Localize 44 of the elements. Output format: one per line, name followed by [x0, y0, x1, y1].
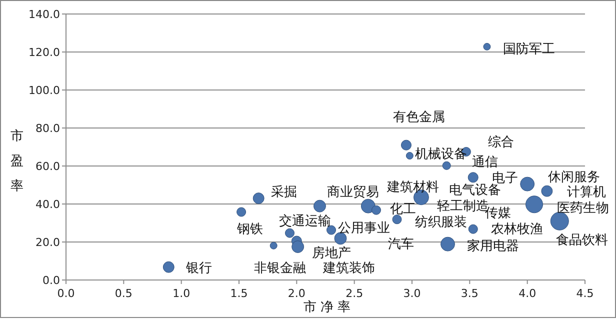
- annotation: 综合: [488, 135, 514, 150]
- annotation: 休闲服务: [548, 170, 600, 185]
- annotation: 汽车: [388, 237, 414, 252]
- annotation: 采掘: [271, 185, 297, 200]
- annotation: 计算机: [567, 185, 606, 200]
- y-tick-label: 20.0: [36, 236, 60, 249]
- annotation: 公用事业: [338, 221, 390, 236]
- annotation: 房地产: [312, 245, 351, 261]
- x-tick-label: 4.5: [576, 287, 594, 300]
- x-tick-label: 2.5: [346, 287, 364, 300]
- y-axis-title: 市盈率: [10, 129, 24, 194]
- annotation: 钢铁: [236, 222, 263, 237]
- annotation: 化工: [390, 202, 416, 217]
- x-tick-label: 1.5: [230, 287, 248, 300]
- y-tick-label: 140.0: [28, 8, 60, 21]
- annotation: 机械设备: [415, 147, 467, 162]
- annotation: 银行: [185, 261, 212, 276]
- annotation: 农林牧渔: [491, 222, 543, 237]
- y-tick-label: 60.0: [36, 160, 60, 173]
- annotation: 非银金融: [254, 261, 306, 276]
- x-axis-title: 市 净 率: [303, 299, 351, 315]
- annotation: 电气设备: [449, 183, 501, 198]
- annotation: 医药生物: [557, 201, 609, 216]
- y-tick-label: 0.0: [42, 274, 60, 287]
- y-tick-label: 100.0: [28, 84, 60, 97]
- x-tick-label: 4.0: [518, 287, 536, 300]
- annotation: 通信: [472, 155, 498, 170]
- annotation: 食品饮料: [556, 233, 608, 248]
- y-tick-label: 40.0: [36, 198, 60, 211]
- x-tick-label: 0.5: [114, 287, 132, 300]
- annotation: 有色金属: [393, 110, 445, 125]
- annotation: 纺织服装: [415, 215, 467, 230]
- x-tick-label: 3.0: [403, 287, 421, 300]
- annotation: 国防军工: [503, 42, 555, 57]
- annotation: 商业贸易: [327, 185, 379, 200]
- y-tick-label: 120.0: [28, 46, 60, 59]
- annotation: 建筑装饰: [322, 261, 375, 276]
- x-tick-label: 3.5: [460, 287, 478, 300]
- annotation: 交通运输: [279, 213, 331, 229]
- x-tick-label: 2.0: [288, 287, 306, 300]
- x-tick-label: 0.0: [57, 287, 75, 300]
- x-tick-label: 1.0: [172, 287, 190, 300]
- y-tick-label: 80.0: [36, 122, 60, 135]
- annotation: 家用电器: [467, 238, 519, 254]
